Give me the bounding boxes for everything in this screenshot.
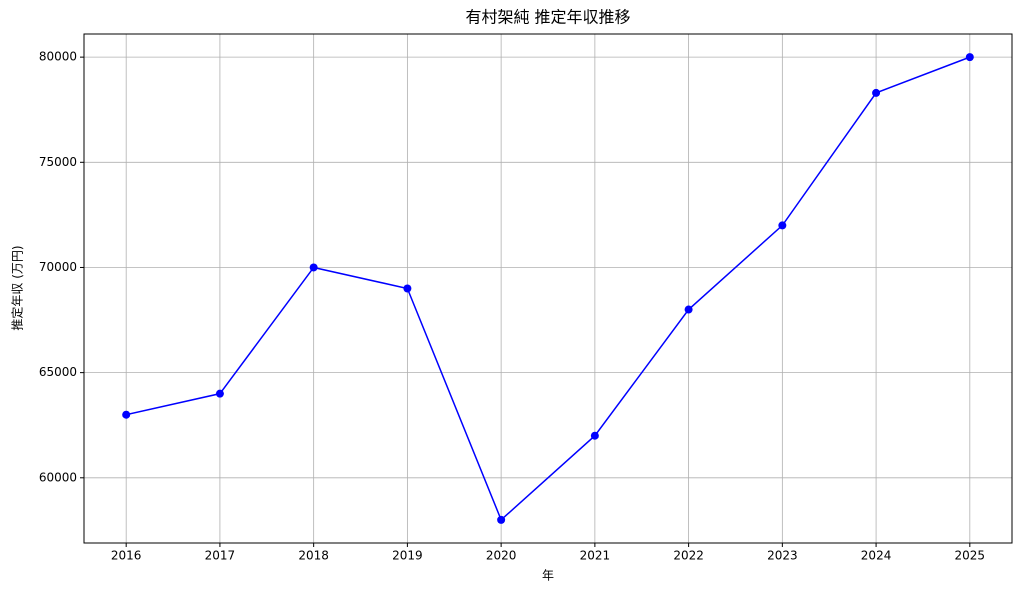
- marker: [965, 53, 974, 62]
- x-tick-label: 2021: [580, 549, 611, 563]
- x-tick-label: 2024: [861, 549, 892, 563]
- plot-frame: [83, 33, 1013, 544]
- x-axis-label: 年: [542, 569, 554, 583]
- x-tick-label: 2019: [392, 549, 423, 563]
- chart-title: 有村架純 推定年収推移: [465, 8, 630, 27]
- marker: [122, 410, 131, 419]
- y-tick-label: 60000: [39, 470, 77, 484]
- marker: [590, 431, 599, 440]
- x-tick-label: 2025: [955, 549, 986, 563]
- marker: [684, 305, 693, 314]
- marker: [403, 284, 412, 293]
- y-tick-label: 70000: [39, 260, 77, 274]
- y-axis-label: 推定年収 (万円): [10, 245, 25, 330]
- x-tick-label: 2022: [673, 549, 704, 563]
- x-tick-label: 2023: [767, 549, 798, 563]
- marker: [309, 263, 318, 272]
- y-tick-label: 75000: [39, 155, 77, 169]
- line: [126, 56, 971, 522]
- marker: [215, 389, 224, 398]
- y-tick-label: 65000: [39, 365, 77, 379]
- x-tick-label: 2018: [298, 549, 329, 563]
- marker: [872, 88, 881, 97]
- marker: [497, 515, 506, 524]
- y-tick-label: 80000: [39, 50, 77, 64]
- x-tick-label: 2020: [486, 549, 517, 563]
- x-tick-label: 2016: [111, 549, 142, 563]
- x-tick-label: 2017: [205, 549, 236, 563]
- marker: [778, 221, 787, 230]
